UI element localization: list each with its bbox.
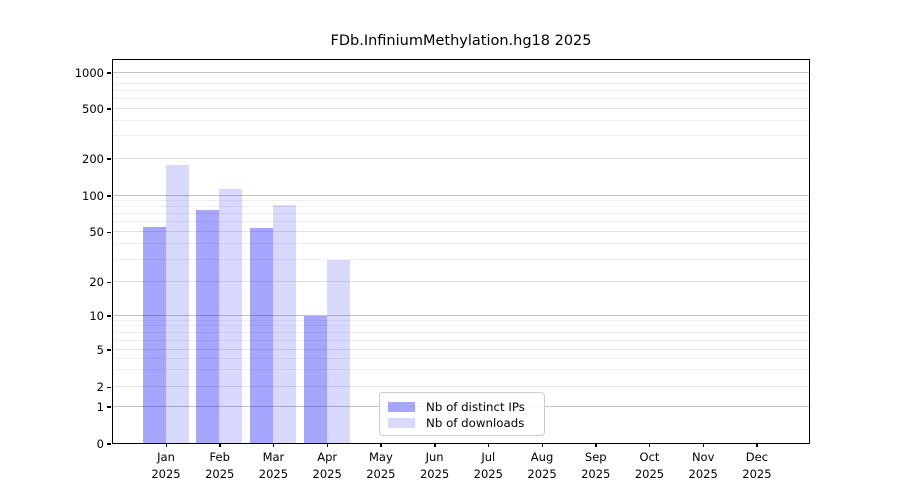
- gridline: [113, 213, 809, 215]
- y-tick-mark: [107, 386, 111, 388]
- gridline: [113, 314, 809, 316]
- x-tick-mark: [487, 443, 490, 447]
- y-tick-mark: [107, 195, 111, 197]
- gridline: [113, 135, 809, 137]
- gridline: [113, 90, 809, 92]
- x-tick-mark: [326, 443, 329, 447]
- gridline: [113, 76, 809, 78]
- y-tick-mark: [107, 108, 111, 110]
- gridline: [113, 83, 809, 85]
- gridline: [113, 194, 809, 196]
- legend-label-downloads: Nb of downloads: [426, 415, 525, 430]
- gridline: [113, 107, 809, 109]
- y-tick-mark: [107, 158, 111, 160]
- plot-area: [112, 59, 810, 444]
- x-tick-label: Sep 2025: [581, 450, 611, 481]
- gridline: [113, 339, 809, 341]
- gridline: [113, 119, 809, 121]
- gridline: [113, 206, 809, 208]
- bar-ips-apr: [303, 316, 327, 443]
- x-tick-label: Aug 2025: [527, 450, 557, 481]
- bar-downloads-jan: [165, 164, 189, 443]
- gridline: [113, 258, 809, 260]
- y-tick-label: 500: [82, 101, 104, 116]
- x-tick-label: Jul 2025: [473, 450, 503, 481]
- gridline: [113, 325, 809, 327]
- y-tick-mark: [107, 231, 111, 233]
- x-tick-mark: [595, 443, 597, 447]
- gridline: [113, 386, 809, 387]
- x-tick-mark: [380, 443, 382, 447]
- legend: Nb of distinct IPs Nb of downloads: [379, 392, 545, 436]
- x-tick-mark: [219, 443, 221, 447]
- gridline: [113, 331, 809, 333]
- y-tick-label: 5: [96, 342, 104, 357]
- legend-item-downloads: Nb of downloads: [388, 415, 536, 430]
- y-tick-mark: [107, 443, 111, 445]
- y-tick-label: 2: [96, 380, 104, 394]
- x-tick-mark: [272, 443, 275, 447]
- y-tick-mark: [107, 315, 111, 317]
- y-tick-label: 1000: [74, 65, 104, 80]
- x-tick-label: Oct 2025: [634, 450, 665, 481]
- y-tick-label: 10: [89, 308, 104, 323]
- gridline: [113, 98, 809, 100]
- gridline: [113, 357, 809, 359]
- y-tick-label: 1: [96, 399, 104, 414]
- x-tick-label: Apr 2025: [312, 450, 342, 481]
- bar-downloads-apr: [326, 260, 350, 443]
- x-tick-mark: [702, 443, 705, 447]
- gridline: [113, 348, 809, 350]
- x-tick-label: May 2025: [366, 450, 396, 481]
- x-tick-mark: [434, 443, 436, 447]
- y-tick-label: 200: [82, 151, 104, 166]
- legend-item-distinct-ips: Nb of distinct IPs: [388, 399, 536, 414]
- x-tick-mark: [541, 443, 544, 447]
- x-tick-label: Nov 2025: [688, 450, 718, 481]
- gridline: [113, 221, 809, 223]
- bar-ips-jan: [142, 227, 166, 443]
- y-tick-mark: [107, 349, 111, 351]
- legend-swatch-downloads: [388, 417, 415, 428]
- x-tick-label: Jun 2025: [419, 450, 450, 481]
- gridline: [113, 369, 809, 371]
- gridline: [113, 319, 809, 321]
- gridline: [113, 231, 809, 232]
- bar-ips-mar: [249, 228, 273, 443]
- legend-label-distinct-ips: Nb of distinct IPs: [426, 399, 525, 414]
- gridline: [113, 157, 809, 159]
- y-tick-mark: [107, 281, 111, 283]
- y-tick-label: 50: [89, 225, 104, 239]
- x-tick-label: Mar 2025: [258, 450, 289, 481]
- legend-swatch-distinct-ips: [388, 401, 415, 412]
- gridline: [113, 71, 809, 73]
- x-tick-mark: [165, 443, 167, 447]
- x-tick-label: Jan 2025: [151, 450, 181, 481]
- bar-downloads-mar: [272, 204, 296, 443]
- y-tick-label: 100: [82, 188, 104, 203]
- gridline: [113, 243, 809, 245]
- bar-ips-feb: [196, 210, 220, 443]
- y-tick-label: 20: [89, 275, 104, 289]
- y-tick-mark: [107, 406, 111, 408]
- gridline: [113, 281, 809, 282]
- x-tick-label: Feb 2025: [205, 450, 235, 481]
- bar-downloads-feb: [219, 188, 243, 443]
- x-tick-label: Dec 2025: [742, 450, 772, 481]
- chart-title: FDb.InfiniumMethylation.hg18 2025: [330, 33, 592, 49]
- y-tick-mark: [107, 72, 111, 74]
- gridline: [113, 200, 809, 202]
- x-tick-mark: [756, 443, 758, 447]
- x-tick-mark: [648, 443, 651, 447]
- y-tick-label: 0: [96, 436, 104, 451]
